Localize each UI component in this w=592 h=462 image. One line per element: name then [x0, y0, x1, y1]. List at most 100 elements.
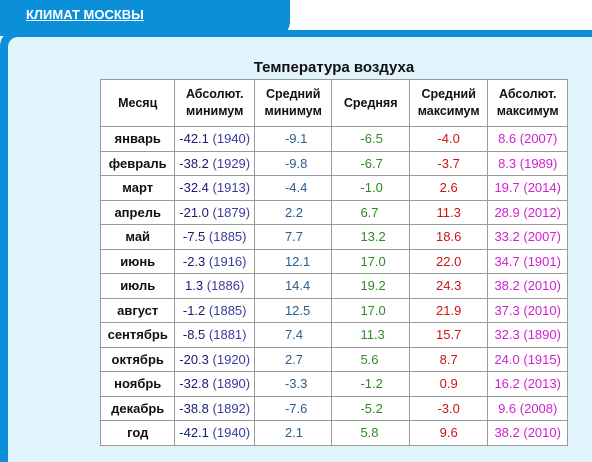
cell-month: июнь [99, 248, 176, 274]
cell-avg-min: -7.6 [253, 395, 333, 421]
cell-avg-min: 2.1 [253, 420, 333, 446]
abs-min-year: (1929) [212, 155, 251, 171]
cell-abs-max: 8.6 (2007) [487, 126, 568, 152]
cell-avg-max: 11.3 [408, 199, 489, 225]
cell-abs-max: 38.2 (2010) [487, 420, 568, 446]
cell-month: февраль [99, 150, 176, 176]
abs-min-year: (1940) [212, 425, 251, 441]
column-header-avg-min: Средний минимум [253, 79, 333, 127]
cell-month: год [99, 420, 176, 446]
cell-avg-max: 18.6 [408, 224, 489, 250]
header-line: Средний [265, 87, 321, 101]
abs-min-year: (1886) [206, 278, 245, 294]
cell-abs-max: 33.2 (2007) [487, 224, 568, 250]
cell-month: август [99, 297, 176, 323]
abs-min-value: -38.8 [179, 400, 209, 416]
table-header-row: Месяц Абсолют. минимум Средний минимум С… [99, 79, 568, 127]
table-row: апрель -21.0 (1879) 2.2 6.7 11.3 28.9 (2012) [99, 199, 568, 225]
abs-min-value: -21.0 [179, 204, 209, 220]
abs-min-year: (1890) [212, 376, 251, 392]
cell-avg: -1.2 [331, 371, 410, 397]
column-header-abs-min: Абсолют. минимум [174, 79, 255, 127]
table-row: год -42.1 (1940) 2.1 5.8 9.6 38.2 (2010) [99, 420, 568, 446]
cell-avg-max: 22.0 [408, 248, 489, 274]
cell-abs-max: 9.6 (2008) [487, 395, 568, 421]
cell-avg-min: -9.1 [253, 126, 333, 152]
cell-abs-min: -8.5 (1881) [174, 322, 255, 348]
cell-abs-min: -1.2 (1885) [174, 297, 255, 323]
cell-avg-max: 21.9 [408, 297, 489, 323]
table-row: июль 1.3 (1886) 14.4 19.2 24.3 38.2 (2010) [99, 273, 568, 299]
header-line: максимум [496, 104, 559, 118]
cell-avg-max: 0.9 [408, 371, 489, 397]
cell-abs-min: -7.5 (1885) [174, 224, 255, 250]
abs-min-value: -20.3 [179, 351, 209, 367]
cell-month: апрель [99, 199, 176, 225]
content-panel-inner: Температура воздуха Месяц Абсолют. миним… [8, 37, 592, 462]
cell-avg-max: 2.6 [408, 175, 489, 201]
abs-min-value: -42.1 [179, 425, 209, 441]
cell-avg: -5.2 [331, 395, 410, 421]
table-row: январь -42.1 (1940) -9.1 -6.5 -4.0 8.6 (2007) [99, 126, 568, 152]
abs-min-year: (1885) [208, 229, 247, 245]
abs-min-value: 1.3 [185, 278, 204, 294]
header-line: Месяц [118, 95, 158, 110]
cell-avg-min: 7.4 [253, 322, 333, 348]
abs-min-year: (1879) [212, 204, 251, 220]
cell-avg-min: -4.4 [253, 175, 333, 201]
cell-avg: 11.3 [331, 322, 410, 348]
cell-month: октябрь [99, 346, 176, 372]
table-row: август -1.2 (1885) 12.5 17.0 21.9 37.3 (2010) [99, 297, 568, 323]
cell-abs-max: 32.3 (1890) [487, 322, 568, 348]
cell-abs-max: 24.0 (1915) [487, 346, 568, 372]
cell-avg: 13.2 [331, 224, 410, 250]
header-line: минимум [186, 104, 244, 118]
cell-month: июль [99, 273, 176, 299]
cell-avg: -6.5 [331, 126, 410, 152]
cell-month: май [99, 224, 176, 250]
tab-title-link[interactable]: КЛИМАТ МОСКВЫ [26, 7, 144, 22]
column-header-month: Месяц [99, 79, 176, 127]
abs-min-year: (1920) [212, 351, 251, 367]
cell-avg-min: -9.8 [253, 150, 333, 176]
table-row: октябрь -20.3 (1920) 2.7 5.6 8.7 24.0 (1915) [99, 346, 568, 372]
cell-avg-max: 15.7 [408, 322, 489, 348]
abs-min-value: -1.2 [182, 302, 206, 318]
table-row: декабрь -38.8 (1892) -7.6 -5.2 -3.0 9.6 (2008… [99, 395, 568, 421]
cell-abs-max: 37.3 (2010) [487, 297, 568, 323]
header-line: максимум [417, 104, 480, 118]
abs-min-year: (1892) [212, 400, 251, 416]
cell-avg: 5.8 [331, 420, 410, 446]
abs-min-value: -32.4 [179, 180, 209, 196]
cell-avg-max: -4.0 [408, 126, 489, 152]
cell-month: сентябрь [99, 322, 176, 348]
temperature-table: Месяц Абсолют. минимум Средний минимум С… [99, 79, 568, 446]
abs-min-year: (1885) [208, 302, 247, 318]
header-line: минимум [264, 104, 322, 118]
cell-month: март [99, 175, 176, 201]
abs-min-year: (1940) [212, 131, 251, 147]
abs-min-year: (1916) [208, 253, 247, 269]
cell-month: январь [99, 126, 176, 152]
table-body: январь -42.1 (1940) -9.1 -6.5 -4.0 8.6 (2007)… [99, 126, 568, 446]
table-row: февраль -38.2 (1929) -9.8 -6.7 -3.7 8.3 (1989… [99, 150, 568, 176]
table-row: ноябрь -32.8 (1890) -3.3 -1.2 0.9 16.2 (2013) [99, 371, 568, 397]
abs-min-value: -7.5 [182, 229, 206, 245]
abs-min-year: (1913) [212, 180, 251, 196]
abs-min-value: -38.2 [179, 155, 209, 171]
cell-avg-max: -3.0 [408, 395, 489, 421]
cell-abs-max: 28.9 (2012) [487, 199, 568, 225]
cell-abs-min: -42.1 (1940) [174, 126, 255, 152]
cell-month: ноябрь [99, 371, 176, 397]
cell-abs-min: -42.1 (1940) [174, 420, 255, 446]
column-header-avg-max: Средний максимум [408, 79, 489, 127]
cell-avg: 5.6 [331, 346, 410, 372]
cell-avg-min: 7.7 [253, 224, 333, 250]
cell-avg: 6.7 [331, 199, 410, 225]
cell-abs-min: -38.8 (1892) [174, 395, 255, 421]
cell-avg: 17.0 [331, 248, 410, 274]
table-row: сентябрь -8.5 (1881) 7.4 11.3 15.7 32.3 (1890… [99, 322, 568, 348]
cell-abs-min: -32.4 (1913) [174, 175, 255, 201]
cell-avg-max: 24.3 [408, 273, 489, 299]
abs-min-year: (1881) [208, 327, 247, 343]
